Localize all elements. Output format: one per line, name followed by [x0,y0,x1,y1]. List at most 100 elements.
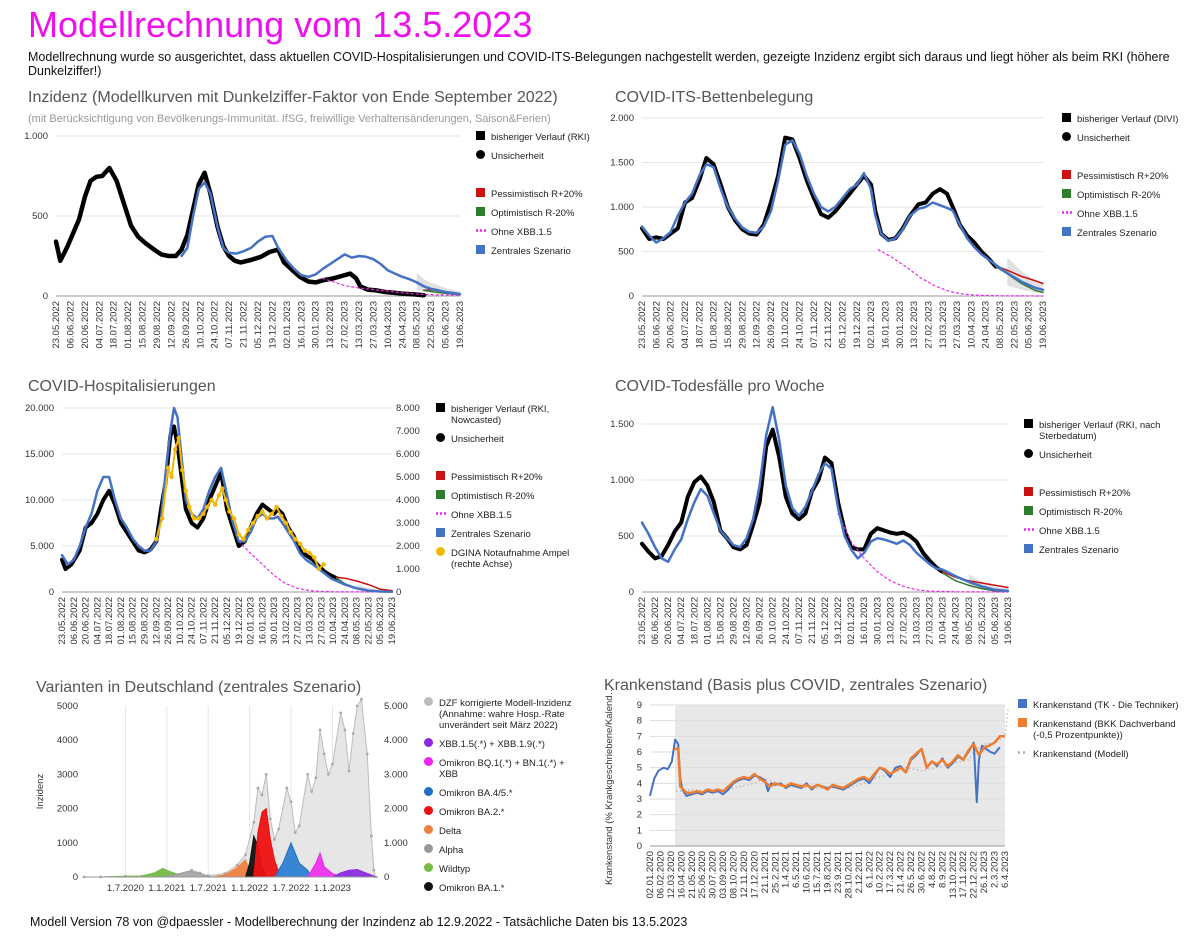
series-point-varianten-21 [289,800,293,804]
series-area-varianten-2 [162,871,213,877]
xtick-krankenstand-9: 12.11.2020 [739,851,750,898]
xtick-hosp-10: 10.10.2022 [175,597,186,645]
series-point-hosp-5-11 [201,511,206,516]
y2tick-hosp-2: 2.000 [396,541,420,552]
y2tick-hosp-4: 4.000 [396,495,420,506]
series-point-varianten-7 [190,868,194,872]
series-point-varianten-27 [318,728,322,732]
xtick-tod-10: 10.10.2022 [768,597,779,645]
xtick-tod-27: 05.06.2023 [990,597,1001,645]
y2tick-varianten-2: 2.000 [384,804,408,815]
chart-inzidenz: Inzidenz (Modellkurven mit Dunkelziffer-… [0,80,600,360]
legend-its-0-swatch [1062,113,1071,122]
xtick-its-23: 10.04.2023 [966,301,977,349]
legend-hosp-3-label: Pessimistisch R+20% [451,472,543,483]
xtick-hosp-11: 24.10.2022 [187,597,198,645]
ytick-hosp-1: 5.000 [30,541,54,552]
series-line-tod-3 [837,513,1009,593]
ytick-varianten-2: 2000 [57,804,78,815]
series-point-hosp-5-37 [316,566,322,572]
y2tick-varianten-1: 1.000 [384,838,408,849]
xtick-hosp-28: 19.06.2023 [387,597,398,645]
legend-inzidenz-0-label: bisheriger Verlauf (RKI) [491,132,590,143]
xtick-tod-25: 08.05.2023 [964,597,975,645]
legend-varianten-0-label: DZF korrigierte Modell-Inzidenz [439,698,572,709]
y2tick-hosp-5: 5.000 [396,472,420,483]
series-line-its-4 [640,139,1045,292]
xtick-tod-18: 30.01.2023 [872,597,883,645]
series-line-varianten-5 [253,807,284,878]
ytick-krankenstand-5: 5 [637,763,642,774]
legend-varianten-3-label: Omikron BA.4/5.* [439,788,513,799]
legend-hosp-7-swatch [436,547,445,556]
series-point-hosp-5-14 [213,502,218,507]
series-point-hosp-5-10 [196,516,201,521]
chart-inzidenz-svg: Inzidenz (Modellkurven mit Dunkelziffer-… [24,89,590,349]
xtick-inzidenz-14: 05.12.2022 [253,301,264,349]
series-point-varianten-26 [314,776,318,780]
xtick-varianten-5: 1.1.2023 [314,883,351,894]
ytick-its-0: 0 [629,291,634,302]
ytick-krankenstand-9: 9 [637,700,642,711]
legend-varianten-6-swatch [424,844,433,853]
chart-varianten: Varianten in Deutschland (zentrales Szen… [0,670,600,900]
xtick-tod-20: 27.02.2023 [898,597,909,645]
xtick-inzidenz-7: 29.08.2022 [152,301,163,349]
series-point-hosp-5-28 [274,504,279,510]
ytick-tod-3: 1.500 [610,419,634,430]
series-area-varianten-6 [274,842,312,877]
legend-tod-0-label-2: Sterbedatum) [1039,431,1097,442]
xtick-inzidenz-0: 23.05.2022 [51,301,62,349]
ytick-inzidenz-1: 500 [32,211,48,222]
xtick-inzidenz-23: 10.04.2023 [383,301,394,349]
series-area-varianten-0 [84,699,376,877]
series-point-hosp-5-2 [165,465,171,470]
page-subtitle: Modellrechnung wurde so ausgerichtet, da… [28,50,1170,78]
ytick-inzidenz-0: 0 [43,291,48,302]
series-point-varianten-16 [264,773,268,776]
xtick-inzidenz-12: 07.11.2022 [224,301,235,348]
xtick-inzidenz-6: 15.08.2022 [138,301,149,349]
series-point-varianten-18 [273,837,276,841]
chart-title-hosp: COVID-Hospitalisierungen [28,378,216,395]
legend-tod-4-swatch [1024,506,1033,515]
xtick-its-4: 18.07.2022 [694,301,705,349]
legend-varianten-6-label: Alpha [439,845,464,856]
xtick-tod-0: 23.05.2022 [637,597,648,645]
legend-hosp-0-label-2: Nowcasted) [451,415,501,426]
legend-krankenstand-2-label: Krankenstand (Modell) [1033,749,1129,760]
xtick-inzidenz-21: 13.03.2023 [354,301,365,349]
legend-hosp-3-swatch [436,471,445,480]
series-point-hosp-5-15 [216,493,221,498]
ytick-its-2: 1.000 [610,202,634,213]
legend-tod-6-swatch [1024,544,1033,553]
legend-tod-0-swatch [1024,419,1033,428]
xtick-hosp-9: 26.09.2022 [163,597,174,645]
legend-hosp-5-label: Ohne XBB.1.5 [451,510,512,521]
xtick-hosp-1: 06.06.2022 [69,597,80,645]
chart-title-its: COVID-ITS-Bettenbelegung [615,89,813,106]
legend-varianten-4-swatch [424,806,433,815]
xtick-its-21: 13.03.2023 [938,301,949,349]
xtick-hosp-4: 18.07.2022 [104,597,115,645]
ytick-krankenstand-1: 1 [637,825,642,836]
series-point-varianten-17 [268,817,272,821]
chart-krankenstand-svg: Krankenstand (Basis plus COVID, zentrale… [604,677,1179,899]
xtick-hosp-21: 13.03.2023 [305,597,316,645]
xtick-hosp-23: 10.04.2023 [328,597,339,645]
xtick-inzidenz-5: 01.08.2022 [123,301,134,349]
xtick-its-1: 06.06.2022 [651,301,662,349]
xtick-tod-5: 01.08.2022 [702,597,713,645]
legend-hosp-6-label: Zentrales Szenario [451,529,531,540]
xtick-krankenstand-4: 21.05.2020 [687,851,698,899]
xtick-its-2: 20.06.2022 [666,301,677,349]
series-point-hosp-5-19 [231,516,237,521]
series-area-varianten-7 [307,853,341,877]
xtick-krankenstand-16: 15.7.2021 [812,851,823,893]
legend-tod-4-label: Optimistisch R-20% [1039,507,1123,518]
legend-hosp-4-label: Optimistisch R-20% [451,491,535,502]
series-point-hosp-5-4 [172,447,178,452]
legend-hosp-1-label: Unsicherheit [451,434,504,445]
series-point-varianten-29 [326,773,330,776]
legend-its-3-swatch [1062,170,1071,179]
